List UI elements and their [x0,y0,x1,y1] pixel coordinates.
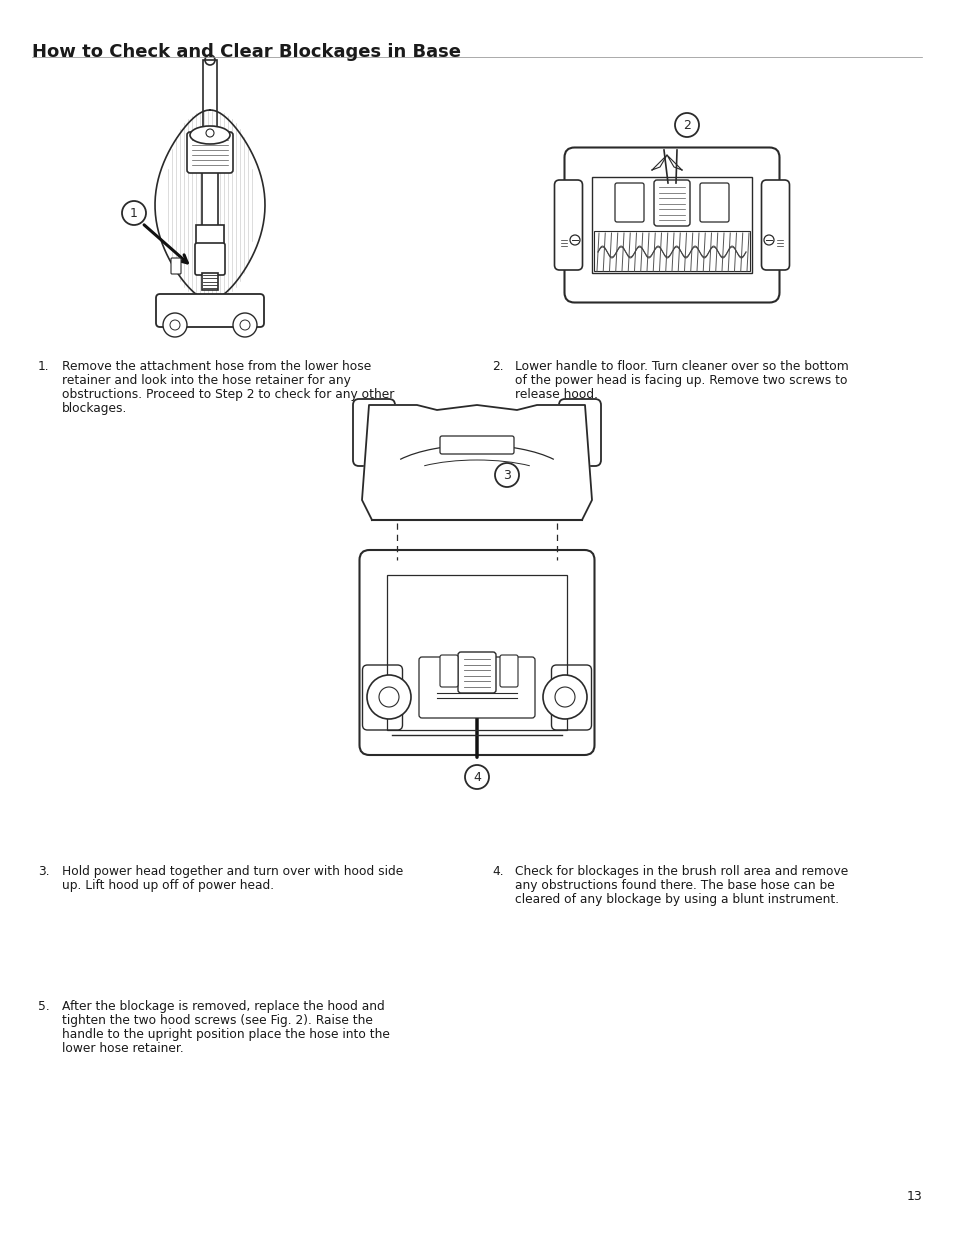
Text: Hold power head together and turn over with hood side: Hold power head together and turn over w… [62,864,403,878]
FancyBboxPatch shape [202,273,218,290]
Text: release hood.: release hood. [515,388,598,401]
Text: Lower handle to floor. Turn cleaner over so the bottom: Lower handle to floor. Turn cleaner over… [515,359,848,373]
Circle shape [122,201,146,225]
FancyBboxPatch shape [439,436,514,454]
Text: any obstructions found there. The base hose can be: any obstructions found there. The base h… [515,879,834,892]
Circle shape [367,676,411,719]
FancyBboxPatch shape [564,147,779,303]
Text: cleared of any blockage by using a blunt instrument.: cleared of any blockage by using a blunt… [515,893,839,905]
Text: 2.: 2. [492,359,503,373]
Text: Check for blockages in the brush roll area and remove: Check for blockages in the brush roll ar… [515,864,847,878]
Text: 3: 3 [502,468,511,482]
FancyBboxPatch shape [439,655,457,687]
FancyBboxPatch shape [202,130,218,245]
Text: Remove the attachment hose from the lower hose: Remove the attachment hose from the lowe… [62,359,371,373]
Text: retainer and look into the hose retainer for any: retainer and look into the hose retainer… [62,374,351,387]
FancyBboxPatch shape [654,180,689,226]
Text: 2: 2 [682,119,690,131]
Circle shape [495,463,518,487]
FancyBboxPatch shape [353,399,395,466]
FancyBboxPatch shape [558,399,600,466]
Circle shape [542,676,586,719]
Text: 13: 13 [905,1191,921,1203]
FancyBboxPatch shape [194,243,225,275]
FancyBboxPatch shape [760,180,789,270]
Ellipse shape [190,126,230,144]
Text: 1.: 1. [38,359,50,373]
Circle shape [163,312,187,337]
FancyBboxPatch shape [195,225,224,245]
FancyBboxPatch shape [362,664,402,730]
Text: 3.: 3. [38,864,50,878]
FancyBboxPatch shape [187,132,233,173]
FancyBboxPatch shape [359,550,594,755]
Text: 5.: 5. [38,1000,50,1013]
FancyBboxPatch shape [171,258,181,274]
Text: of the power head is facing up. Remove two screws to: of the power head is facing up. Remove t… [515,374,846,387]
FancyBboxPatch shape [551,664,591,730]
Text: handle to the upright position place the hose into the: handle to the upright position place the… [62,1028,390,1041]
FancyBboxPatch shape [615,183,643,222]
Text: After the blockage is removed, replace the hood and: After the blockage is removed, replace t… [62,1000,384,1013]
Circle shape [675,112,699,137]
Text: 4.: 4. [492,864,503,878]
Polygon shape [361,405,592,520]
Text: lower hose retainer.: lower hose retainer. [62,1041,184,1055]
Text: 4: 4 [473,771,480,783]
FancyBboxPatch shape [156,294,264,327]
Circle shape [464,764,489,789]
Text: tighten the two hood screws (see Fig. 2). Raise the: tighten the two hood screws (see Fig. 2)… [62,1014,373,1028]
Text: 1: 1 [130,206,138,220]
Circle shape [233,312,256,337]
FancyBboxPatch shape [418,657,535,718]
Text: up. Lift hood up off of power head.: up. Lift hood up off of power head. [62,879,274,892]
Text: blockages.: blockages. [62,401,128,415]
FancyBboxPatch shape [554,180,582,270]
Text: How to Check and Clear Blockages in Base: How to Check and Clear Blockages in Base [32,43,460,61]
FancyBboxPatch shape [700,183,728,222]
FancyBboxPatch shape [499,655,517,687]
FancyBboxPatch shape [457,652,496,693]
Text: obstructions. Proceed to Step 2 to check for any other: obstructions. Proceed to Step 2 to check… [62,388,394,401]
